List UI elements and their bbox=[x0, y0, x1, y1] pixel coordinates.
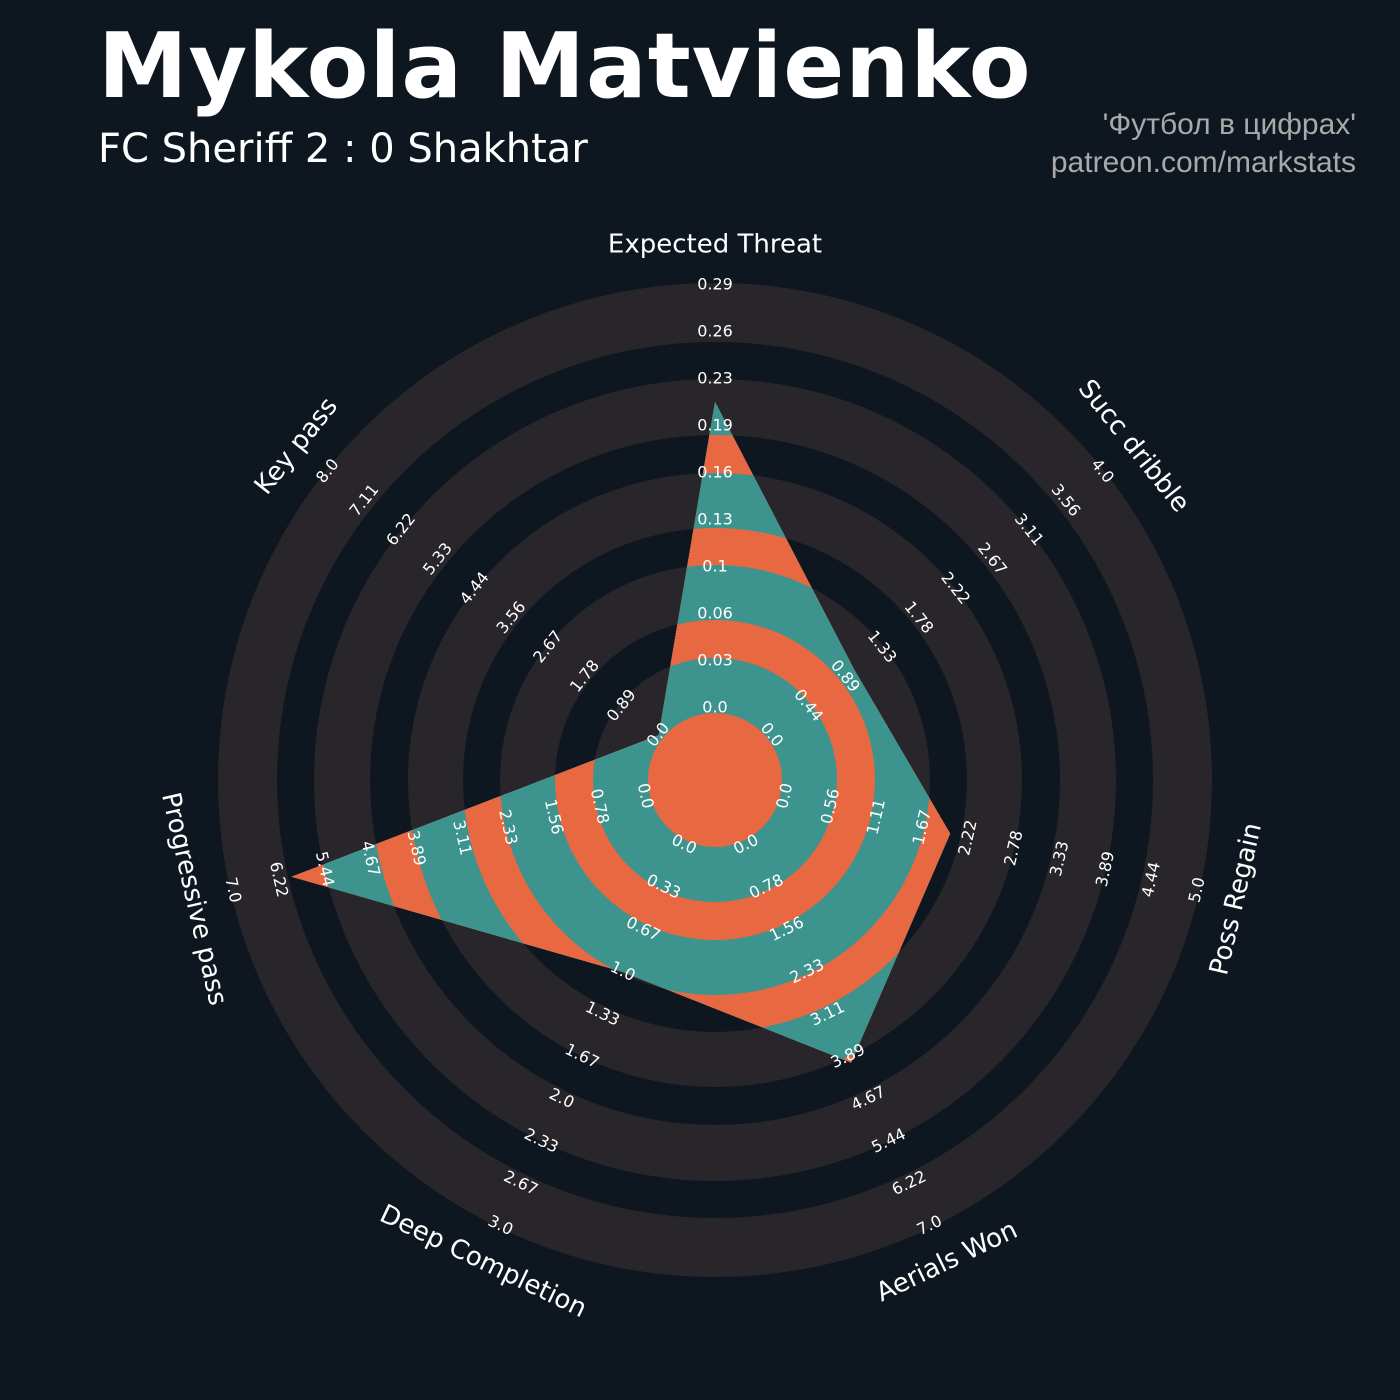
player-name-title: Mykola Matvienko bbox=[98, 14, 1032, 119]
tick-label: 0.06 bbox=[697, 604, 733, 623]
tick-label: 0.16 bbox=[697, 463, 733, 482]
tick-label: 0.19 bbox=[697, 416, 733, 435]
param-label: Poss Regain bbox=[1204, 820, 1268, 978]
credit-line-1: 'Футбол в цифрах' bbox=[1102, 108, 1356, 141]
tick-label: 0.26 bbox=[697, 322, 733, 341]
tick-label: 0.29 bbox=[697, 275, 733, 294]
tick-label: 0.03 bbox=[697, 651, 733, 670]
tick-label: 0.1 bbox=[702, 557, 727, 576]
param-label: Expected Threat bbox=[608, 230, 822, 260]
tick-label: 0.0 bbox=[702, 698, 727, 717]
match-subtitle: FC Sheriff 2 : 0 Shakhtar bbox=[98, 126, 588, 172]
tick-label: 0.23 bbox=[697, 369, 733, 388]
credit-line-2: patreon.com/markstats bbox=[1050, 146, 1356, 179]
player-fill-ring bbox=[648, 713, 782, 847]
tick-label: 0.13 bbox=[697, 510, 733, 529]
